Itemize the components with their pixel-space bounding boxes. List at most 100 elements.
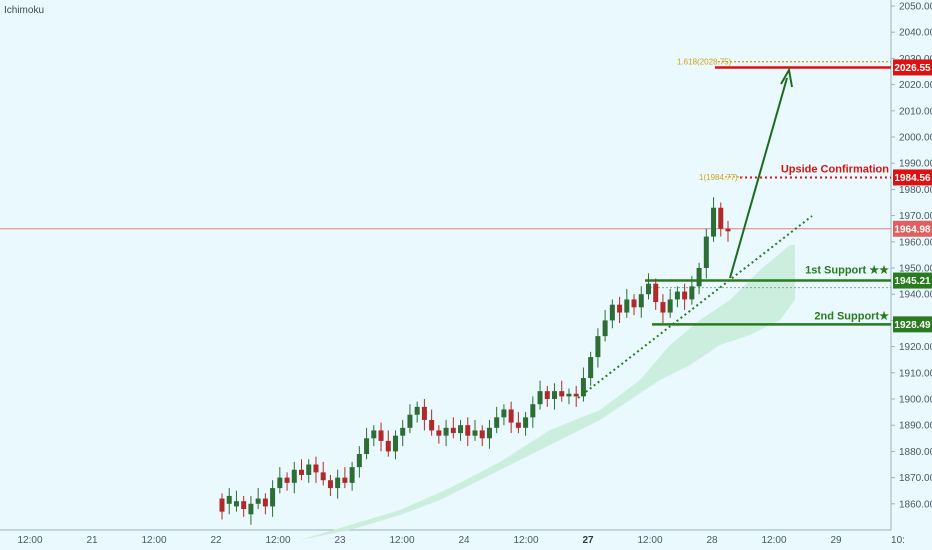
candle-body — [696, 268, 702, 287]
candle-body — [602, 320, 608, 337]
price-tag-target: 2026.55 — [893, 59, 932, 76]
candle-body — [262, 498, 268, 507]
candle-body — [653, 283, 659, 303]
candle-body — [233, 501, 239, 507]
candle-body — [718, 207, 724, 229]
candle-body — [508, 409, 514, 423]
price-tag-text: 1984.56 — [894, 173, 931, 184]
candle-body — [342, 477, 348, 483]
candle-body — [378, 430, 384, 441]
x-tick-label: 12:00 — [265, 535, 290, 546]
candle-body — [255, 498, 261, 504]
candle-body — [284, 477, 290, 483]
fib-1-label: 1(1984.77) — [699, 173, 738, 182]
y-tick-label: 1960.00 — [899, 237, 932, 248]
y-tick-label: 1880.00 — [899, 447, 932, 458]
y-tick-label: 2040.00 — [899, 28, 932, 39]
candle-body — [299, 469, 305, 475]
candle-body — [494, 417, 500, 428]
candle-body — [414, 406, 420, 415]
candle-body — [241, 501, 247, 510]
price-axis: 2050.00 2040.00 2030.00 2020.00 2010.00 2000.… — [891, 2, 932, 510]
x-tick-label: 12:00 — [761, 535, 786, 546]
y-tick-label: 2020.00 — [899, 80, 932, 91]
candle-body — [458, 425, 464, 434]
candle-body — [465, 425, 471, 436]
candle-body — [421, 406, 427, 420]
candle-body — [226, 495, 232, 504]
candle-body — [544, 391, 550, 399]
upside-confirmation-label: Upside Confirmation — [781, 163, 889, 175]
candle-body — [335, 477, 341, 489]
candle-body — [609, 304, 615, 321]
x-tick-label: 27 — [582, 535, 594, 546]
candle-body — [595, 336, 601, 358]
candle-body — [624, 299, 630, 313]
candle-body — [479, 430, 485, 439]
candle-body — [248, 503, 254, 515]
y-tick-label: 1980.00 — [899, 185, 932, 196]
candle-body — [356, 454, 362, 468]
candle-body — [725, 228, 731, 232]
fib-1618-label: 1.618(2028.75) — [677, 58, 732, 67]
candle-body — [617, 304, 623, 313]
candle-body — [486, 427, 492, 439]
candle-body — [400, 427, 406, 436]
candle-body — [573, 393, 579, 397]
x-tick-label: 10: — [891, 535, 905, 546]
x-tick-label: 12:00 — [141, 535, 166, 546]
price-tag-current: 1964.98 — [893, 220, 932, 237]
price-tag-text: 1964.98 — [894, 224, 931, 235]
candle-body — [566, 393, 572, 397]
price-tag-box — [893, 316, 932, 333]
candle-body — [291, 469, 297, 483]
annotations: 1.618(2028.75) 1(1984.77) Upside Confirmat… — [577, 58, 889, 399]
y-tick-label: 1990.00 — [899, 159, 932, 170]
x-tick-label: 12:00 — [17, 535, 42, 546]
candle-body — [703, 236, 709, 268]
price-tag-support2: 1928.49 — [893, 316, 932, 333]
candle-body — [327, 480, 333, 489]
y-tick-label: 2010.00 — [899, 106, 932, 117]
candle-body — [364, 438, 370, 455]
y-tick-label: 2000.00 — [899, 133, 932, 144]
first-support-label: 1st Support ★★ — [805, 265, 889, 277]
x-tick-label: 22 — [210, 535, 222, 546]
y-tick-label: 1890.00 — [899, 421, 932, 432]
candle-body — [660, 302, 666, 313]
x-tick-label: 12:00 — [513, 535, 538, 546]
candle-body — [450, 427, 456, 434]
candle-body — [674, 291, 680, 300]
candle-body — [436, 430, 442, 436]
candle-body — [270, 488, 276, 507]
x-tick-label: 29 — [830, 535, 842, 546]
candle-body — [219, 498, 225, 512]
projection-arrow — [729, 77, 788, 279]
price-tag-box — [893, 59, 932, 76]
price-tag-text: 1945.21 — [894, 276, 931, 287]
y-tick-label: 1920.00 — [899, 342, 932, 353]
candle-body — [472, 430, 478, 436]
candle-body — [530, 404, 536, 418]
candle-body — [537, 391, 543, 405]
y-tick-label: 2050.00 — [899, 2, 932, 13]
y-tick-label: 1900.00 — [899, 395, 932, 406]
y-tick-label: 1860.00 — [899, 499, 932, 510]
candle-body — [443, 427, 449, 436]
y-tick-label: 1940.00 — [899, 290, 932, 301]
candle-body — [588, 357, 594, 379]
y-tick-label: 1910.00 — [899, 368, 932, 379]
price-tags: 2026.55 1984.56 1964.98 1945.21 1928.49 — [893, 59, 932, 333]
candle-body — [645, 283, 651, 295]
y-tick-label: 2030.00 — [899, 54, 932, 65]
time-axis: 12:00 21 12:00 22 12:00 23 12:00 24 12:00 27 12:00… — [17, 535, 904, 546]
candle-body — [711, 207, 717, 237]
candle-body — [523, 417, 529, 428]
candle-body — [638, 294, 644, 308]
price-tag-text: 1928.49 — [894, 320, 931, 331]
x-tick-label: 23 — [334, 535, 346, 546]
x-tick-label: 21 — [86, 535, 98, 546]
x-tick-label: 12:00 — [637, 535, 662, 546]
